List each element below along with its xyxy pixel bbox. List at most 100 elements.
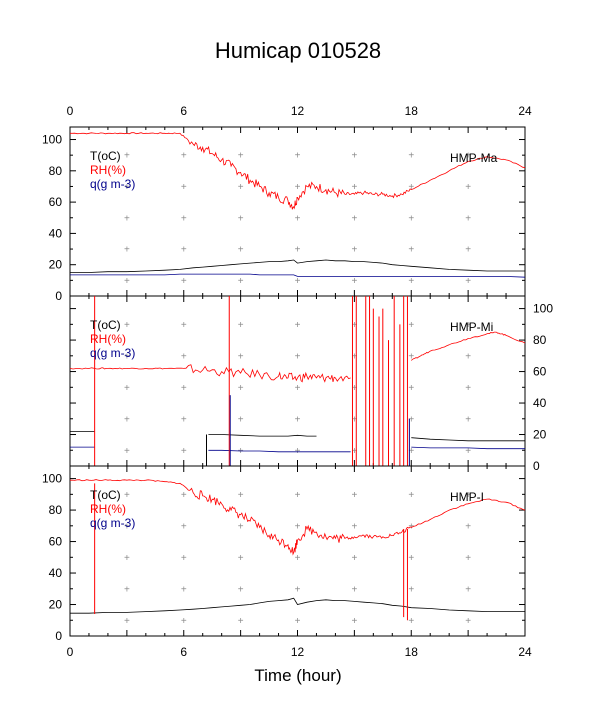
y-tick-label: 100 [42,472,62,486]
x-tick-label: 24 [518,645,532,659]
panel-label: HMP-Ma [450,151,498,165]
panels: + + + + + + + + + + + + + + + + + + + + + + + + + + + + + + + + + + +0 20 40… [42,104,553,659]
segment-q [411,446,525,450]
y-tick-label: 20 [49,598,63,612]
series-t [70,597,525,614]
grid-marker: + [238,521,244,532]
grid-marker: + [124,245,130,256]
grid-marker: + [351,320,357,331]
grid-marker: + [351,521,357,532]
panel-3: + + + + + + + + + + + + + + + + + + + + + + + + + + + + + + + + + + +0 20 40… [42,465,532,659]
grid-marker: + [181,414,187,425]
grid-marker: + [238,213,244,224]
grid-marker: + [124,553,130,564]
series-rh [69,364,351,383]
grid-marker: + [124,584,130,595]
grid-marker: + [465,320,471,331]
grid-marker: + [295,490,301,501]
grid-marker: + [238,182,244,193]
grid-marker: + [408,521,414,532]
legend-rh: RH(%) [90,332,126,346]
grid-marker: + [408,213,414,224]
grid-marker: + [238,490,244,501]
grid-marker: + [181,616,187,627]
legend-rh: RH(%) [90,163,126,177]
legend-t: T(oC) [90,318,121,332]
grid-marker: + [351,414,357,425]
x-tick-label: 6 [180,104,187,118]
y-tick-label: 0 [55,629,62,643]
grid-marker: + [124,276,130,287]
grid-marker: + [238,616,244,627]
grid-marker: + [238,151,244,162]
grid-marker: + [238,351,244,362]
grid-marker: + [351,490,357,501]
grid-marker: + [124,213,130,224]
y-tick-label: 40 [49,566,63,580]
y-tick-label: 40 [533,396,547,410]
grid-marker: + [408,414,414,425]
grid-marker: + [124,151,130,162]
x-tick-label: 12 [291,645,305,659]
grid-marker: + [408,276,414,287]
grid-marker: + [295,182,301,193]
grid-marker: + [124,351,130,362]
grid-marker: + [408,584,414,595]
grid-marker: + [238,553,244,564]
grid-marker: + [295,213,301,224]
grid-marker: + [295,584,301,595]
x-tick-label: 12 [291,104,305,118]
y-tick-label: 80 [49,164,63,178]
grid-marker: + [295,276,301,287]
grid-marker: + [351,213,357,224]
grid-marker: + [181,351,187,362]
grid-marker: + [181,213,187,224]
grid-marker: + [465,553,471,564]
grid-marker: + [465,151,471,162]
segment-t [208,434,317,437]
x-tick-label: 18 [405,104,419,118]
grid-marker: + [124,182,130,193]
grid-marker: + [295,553,301,564]
grid-marker: + [295,383,301,394]
y-tick-label: 0 [55,289,62,303]
y-tick-label: 40 [49,226,63,240]
y-tick-label: 80 [49,503,63,517]
grid-marker: + [408,616,414,627]
grid-marker: + [351,616,357,627]
grid-marker: + [351,182,357,193]
grid-marker: + [124,383,130,394]
grid-marker: + [295,446,301,457]
grid-marker: + [465,383,471,394]
legend-q: q(g m-3) [90,346,135,360]
grid-marker: + [408,383,414,394]
grid-marker: + [408,320,414,331]
figure-title: Humicap 010528 [215,38,381,63]
grid-marker: + [408,490,414,501]
series-q [70,273,526,278]
grid-marker: + [351,276,357,287]
grid-marker: + [124,446,130,457]
grid-marker: + [295,414,301,425]
grid-marker: + [238,383,244,394]
grid-marker: + [181,521,187,532]
grid-marker: + [181,276,187,287]
segment-q [208,449,351,453]
y-tick-label: 60 [49,535,63,549]
grid-marker: + [351,584,357,595]
y-tick-label: 20 [533,428,547,442]
grid-marker: + [124,414,130,425]
grid-marker: + [408,151,414,162]
grid-marker: + [351,245,357,256]
segment-rh [411,331,526,361]
x-axis-label: Time (hour) [254,666,341,685]
y-tick-label: 100 [533,302,553,316]
grid-marker: + [351,446,357,457]
grid-marker: + [124,521,130,532]
y-tick-label: 80 [533,333,547,347]
grid-marker: + [295,245,301,256]
grid-marker: + [181,320,187,331]
x-tick-label: 0 [67,104,74,118]
legend-t: T(oC) [90,149,121,163]
grid-marker: + [465,414,471,425]
